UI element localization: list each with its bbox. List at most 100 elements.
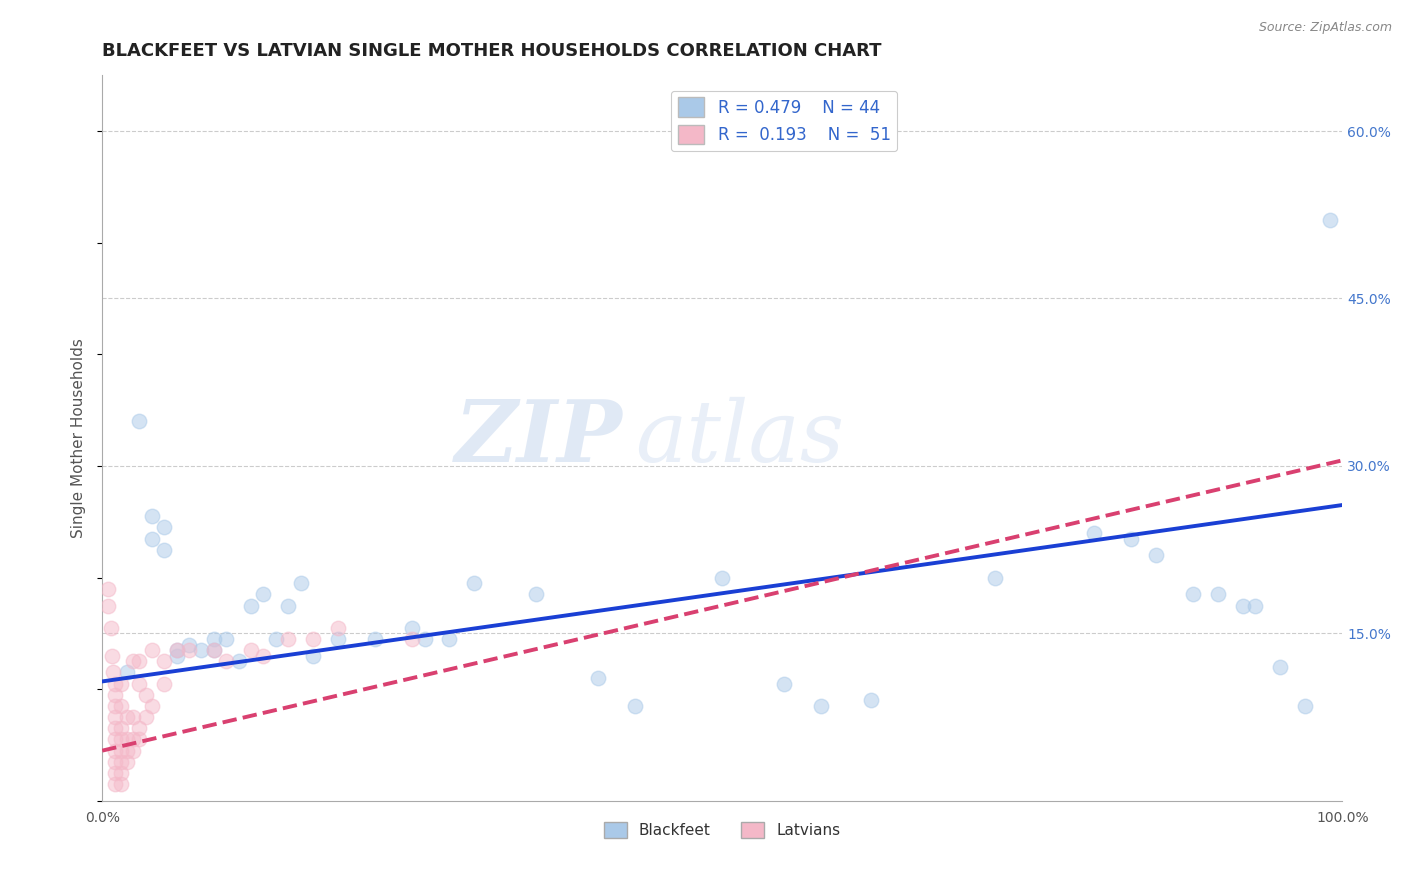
Point xyxy=(439,632,461,646)
Point xyxy=(104,766,127,780)
Legend: Blackfeet, Latvians: Blackfeet, Latvians xyxy=(598,816,846,844)
Point xyxy=(115,665,138,680)
Point xyxy=(326,621,349,635)
Point xyxy=(202,632,225,646)
Point xyxy=(104,676,127,690)
Point xyxy=(1206,587,1229,601)
Point xyxy=(128,654,150,668)
Point xyxy=(128,732,150,747)
Point xyxy=(110,698,132,713)
Point xyxy=(100,621,122,635)
Point xyxy=(177,643,200,657)
Point xyxy=(264,632,287,646)
Point xyxy=(401,621,423,635)
Point xyxy=(97,599,120,613)
Text: atlas: atlas xyxy=(636,397,845,479)
Point xyxy=(177,638,200,652)
Text: BLACKFEET VS LATVIAN SINGLE MOTHER HOUSEHOLDS CORRELATION CHART: BLACKFEET VS LATVIAN SINGLE MOTHER HOUSE… xyxy=(103,42,882,60)
Point xyxy=(413,632,436,646)
Point xyxy=(97,582,120,596)
Point xyxy=(524,587,547,601)
Point xyxy=(252,587,274,601)
Point xyxy=(401,632,423,646)
Point xyxy=(277,599,299,613)
Y-axis label: Single Mother Households: Single Mother Households xyxy=(72,338,86,538)
Point xyxy=(115,732,138,747)
Point xyxy=(202,643,225,657)
Point xyxy=(153,654,176,668)
Point xyxy=(104,732,127,747)
Point xyxy=(153,542,176,557)
Point xyxy=(110,777,132,791)
Point xyxy=(104,688,127,702)
Point xyxy=(104,744,127,758)
Point xyxy=(215,654,238,668)
Text: ZIP: ZIP xyxy=(456,396,623,480)
Point xyxy=(104,710,127,724)
Point xyxy=(166,643,188,657)
Point xyxy=(290,576,312,591)
Point xyxy=(240,643,263,657)
Point xyxy=(202,643,225,657)
Point xyxy=(166,643,188,657)
Point xyxy=(153,676,176,690)
Point xyxy=(1270,660,1292,674)
Point xyxy=(364,632,387,646)
Point xyxy=(104,755,127,769)
Point xyxy=(110,755,132,769)
Point xyxy=(326,632,349,646)
Point xyxy=(1182,587,1205,601)
Point xyxy=(302,632,325,646)
Point xyxy=(215,632,238,646)
Point xyxy=(110,676,132,690)
Point xyxy=(1232,599,1254,613)
Point xyxy=(104,777,127,791)
Point xyxy=(1294,698,1316,713)
Point xyxy=(228,654,250,668)
Point xyxy=(115,744,138,758)
Point xyxy=(1121,532,1143,546)
Point xyxy=(240,599,263,613)
Point xyxy=(101,648,124,663)
Point xyxy=(773,676,796,690)
Point xyxy=(190,643,212,657)
Point xyxy=(624,698,647,713)
Point xyxy=(122,654,145,668)
Point xyxy=(302,648,325,663)
Point xyxy=(463,576,485,591)
Point xyxy=(128,676,150,690)
Point xyxy=(1144,548,1167,562)
Point xyxy=(1244,599,1267,613)
Point xyxy=(110,732,132,747)
Point xyxy=(860,693,883,707)
Point xyxy=(141,698,163,713)
Point xyxy=(586,671,609,685)
Point xyxy=(128,414,150,428)
Point xyxy=(141,509,163,524)
Point xyxy=(122,744,145,758)
Point xyxy=(810,698,832,713)
Point xyxy=(141,532,163,546)
Point xyxy=(115,755,138,769)
Point xyxy=(135,710,157,724)
Point xyxy=(122,732,145,747)
Point xyxy=(104,721,127,735)
Point xyxy=(103,665,125,680)
Point xyxy=(252,648,274,663)
Point xyxy=(1319,213,1341,227)
Point xyxy=(110,766,132,780)
Point xyxy=(110,744,132,758)
Point xyxy=(1083,525,1105,540)
Point xyxy=(122,710,145,724)
Point xyxy=(128,721,150,735)
Point xyxy=(711,571,734,585)
Point xyxy=(153,520,176,534)
Point xyxy=(135,688,157,702)
Point xyxy=(104,698,127,713)
Point xyxy=(115,710,138,724)
Point xyxy=(141,643,163,657)
Point xyxy=(110,721,132,735)
Point xyxy=(984,571,1007,585)
Text: Source: ZipAtlas.com: Source: ZipAtlas.com xyxy=(1258,21,1392,34)
Point xyxy=(166,648,188,663)
